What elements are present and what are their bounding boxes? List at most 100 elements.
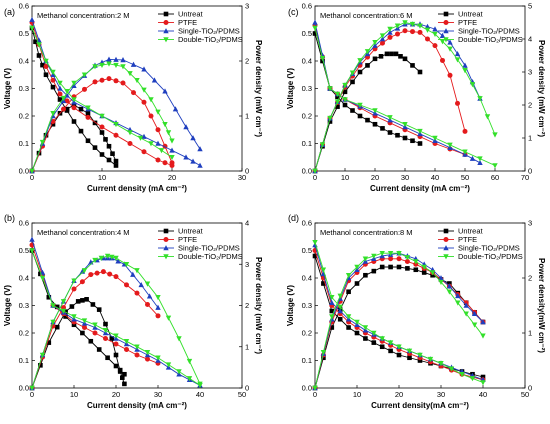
- voltage-point: [113, 163, 119, 168]
- power-point: [120, 64, 126, 70]
- power-point: [165, 315, 172, 321]
- series-1: [29, 20, 175, 174]
- x-axis-title: Current density (mA cm⁻²): [370, 184, 470, 193]
- x-axis-title: Current density(mA cm⁻²): [371, 401, 469, 410]
- legend-marker: [443, 20, 449, 25]
- power-point: [99, 62, 105, 69]
- voltage-point: [137, 135, 144, 141]
- y-tick-label: 0.5: [19, 246, 29, 255]
- y-tick-label: 0.2: [19, 112, 29, 121]
- voltage-point: [113, 121, 119, 128]
- power-point: [75, 299, 81, 304]
- voltage-point: [371, 330, 377, 336]
- power-point: [455, 100, 460, 106]
- voltage-point: [43, 58, 49, 64]
- voltage-point: [396, 352, 402, 358]
- power-point: [417, 69, 423, 75]
- y2-tick-label: 4: [245, 219, 249, 228]
- voltage-point: [60, 308, 67, 314]
- power-point: [463, 302, 469, 308]
- power-point: [462, 68, 468, 74]
- power-point: [29, 168, 35, 174]
- voltage-point: [113, 132, 119, 138]
- power-point: [71, 102, 77, 108]
- voltage-point: [334, 91, 341, 97]
- y-tick-label: 0.5: [302, 29, 312, 38]
- voltage-point: [447, 142, 453, 148]
- power-point: [131, 90, 136, 96]
- chart-panel: (d)Methanol concentration:8 M0 10 20 30 40 50…: [286, 213, 546, 410]
- y2-axis-title: Power density (mW cm⁻²): [254, 40, 263, 137]
- power-point: [127, 71, 133, 77]
- legend-marker: [163, 254, 169, 260]
- y2-tick-label: 1: [245, 342, 249, 351]
- power-point: [106, 56, 112, 62]
- voltage-point: [477, 159, 483, 166]
- power-point: [312, 168, 318, 174]
- power-point: [78, 106, 84, 112]
- power-point: [79, 279, 85, 285]
- power-point: [455, 300, 461, 306]
- y-tick-label: 0.0: [19, 384, 29, 393]
- voltage-point: [396, 344, 402, 350]
- legend-marker: [443, 254, 449, 260]
- power-point: [320, 349, 327, 356]
- voltage-point: [36, 42, 42, 48]
- power-point: [446, 283, 453, 289]
- y-tick-label: 0.2: [302, 112, 312, 121]
- y2-axis-title: Power density(mW cm⁻²): [537, 258, 546, 353]
- voltage-point: [312, 253, 318, 259]
- power-point: [71, 80, 77, 86]
- voltage-point: [342, 97, 348, 103]
- power-point: [413, 259, 419, 265]
- power-point: [446, 289, 453, 295]
- power-point: [469, 82, 476, 88]
- power-point: [134, 77, 140, 84]
- power-point: [477, 96, 483, 102]
- power-point: [409, 21, 416, 28]
- voltage-point: [354, 319, 360, 325]
- y-tick-label: 0.6: [19, 2, 29, 11]
- voltage-line: [31, 27, 173, 158]
- power-point: [321, 355, 326, 361]
- y2-tick-label: 2: [528, 274, 532, 283]
- power-point: [413, 267, 419, 273]
- voltage-point: [33, 39, 38, 45]
- power-point: [169, 160, 175, 166]
- voltage-line: [31, 239, 201, 386]
- power-point: [61, 106, 66, 112]
- x-tick-label: 0: [30, 390, 34, 399]
- power-point: [350, 79, 355, 85]
- power-point: [371, 268, 377, 274]
- power-point: [329, 325, 335, 330]
- voltage-point: [92, 330, 98, 336]
- legend-marker: [443, 237, 449, 242]
- y-axis-title: Voltage (V): [286, 285, 295, 327]
- power-point: [372, 40, 378, 46]
- voltage-point: [176, 369, 182, 375]
- voltage-point: [36, 53, 42, 58]
- y2-tick-label: 1: [245, 112, 249, 121]
- x-axis-title: Current density (mA cm⁻²): [87, 184, 187, 193]
- power-point: [371, 253, 377, 259]
- power-line: [314, 258, 484, 389]
- voltage-point: [113, 341, 119, 347]
- voltage-point: [39, 275, 46, 281]
- power-point: [447, 46, 453, 52]
- power-point: [387, 29, 393, 35]
- power-point: [471, 310, 478, 317]
- voltage-point: [54, 304, 60, 310]
- voltage-line: [314, 25, 466, 155]
- x-tick-label: 30: [401, 173, 409, 182]
- legend-label: Single-TiO₂/PDMS: [458, 244, 520, 253]
- power-point: [109, 336, 115, 341]
- voltage-point: [346, 325, 351, 330]
- power-point: [337, 293, 343, 299]
- power-point: [190, 135, 196, 141]
- x-tick-label: 20: [371, 173, 379, 182]
- power-point: [454, 57, 461, 63]
- y2-tick-label: 5: [528, 2, 532, 11]
- power-point: [417, 29, 423, 35]
- power-point: [85, 110, 91, 116]
- power-point: [144, 281, 151, 287]
